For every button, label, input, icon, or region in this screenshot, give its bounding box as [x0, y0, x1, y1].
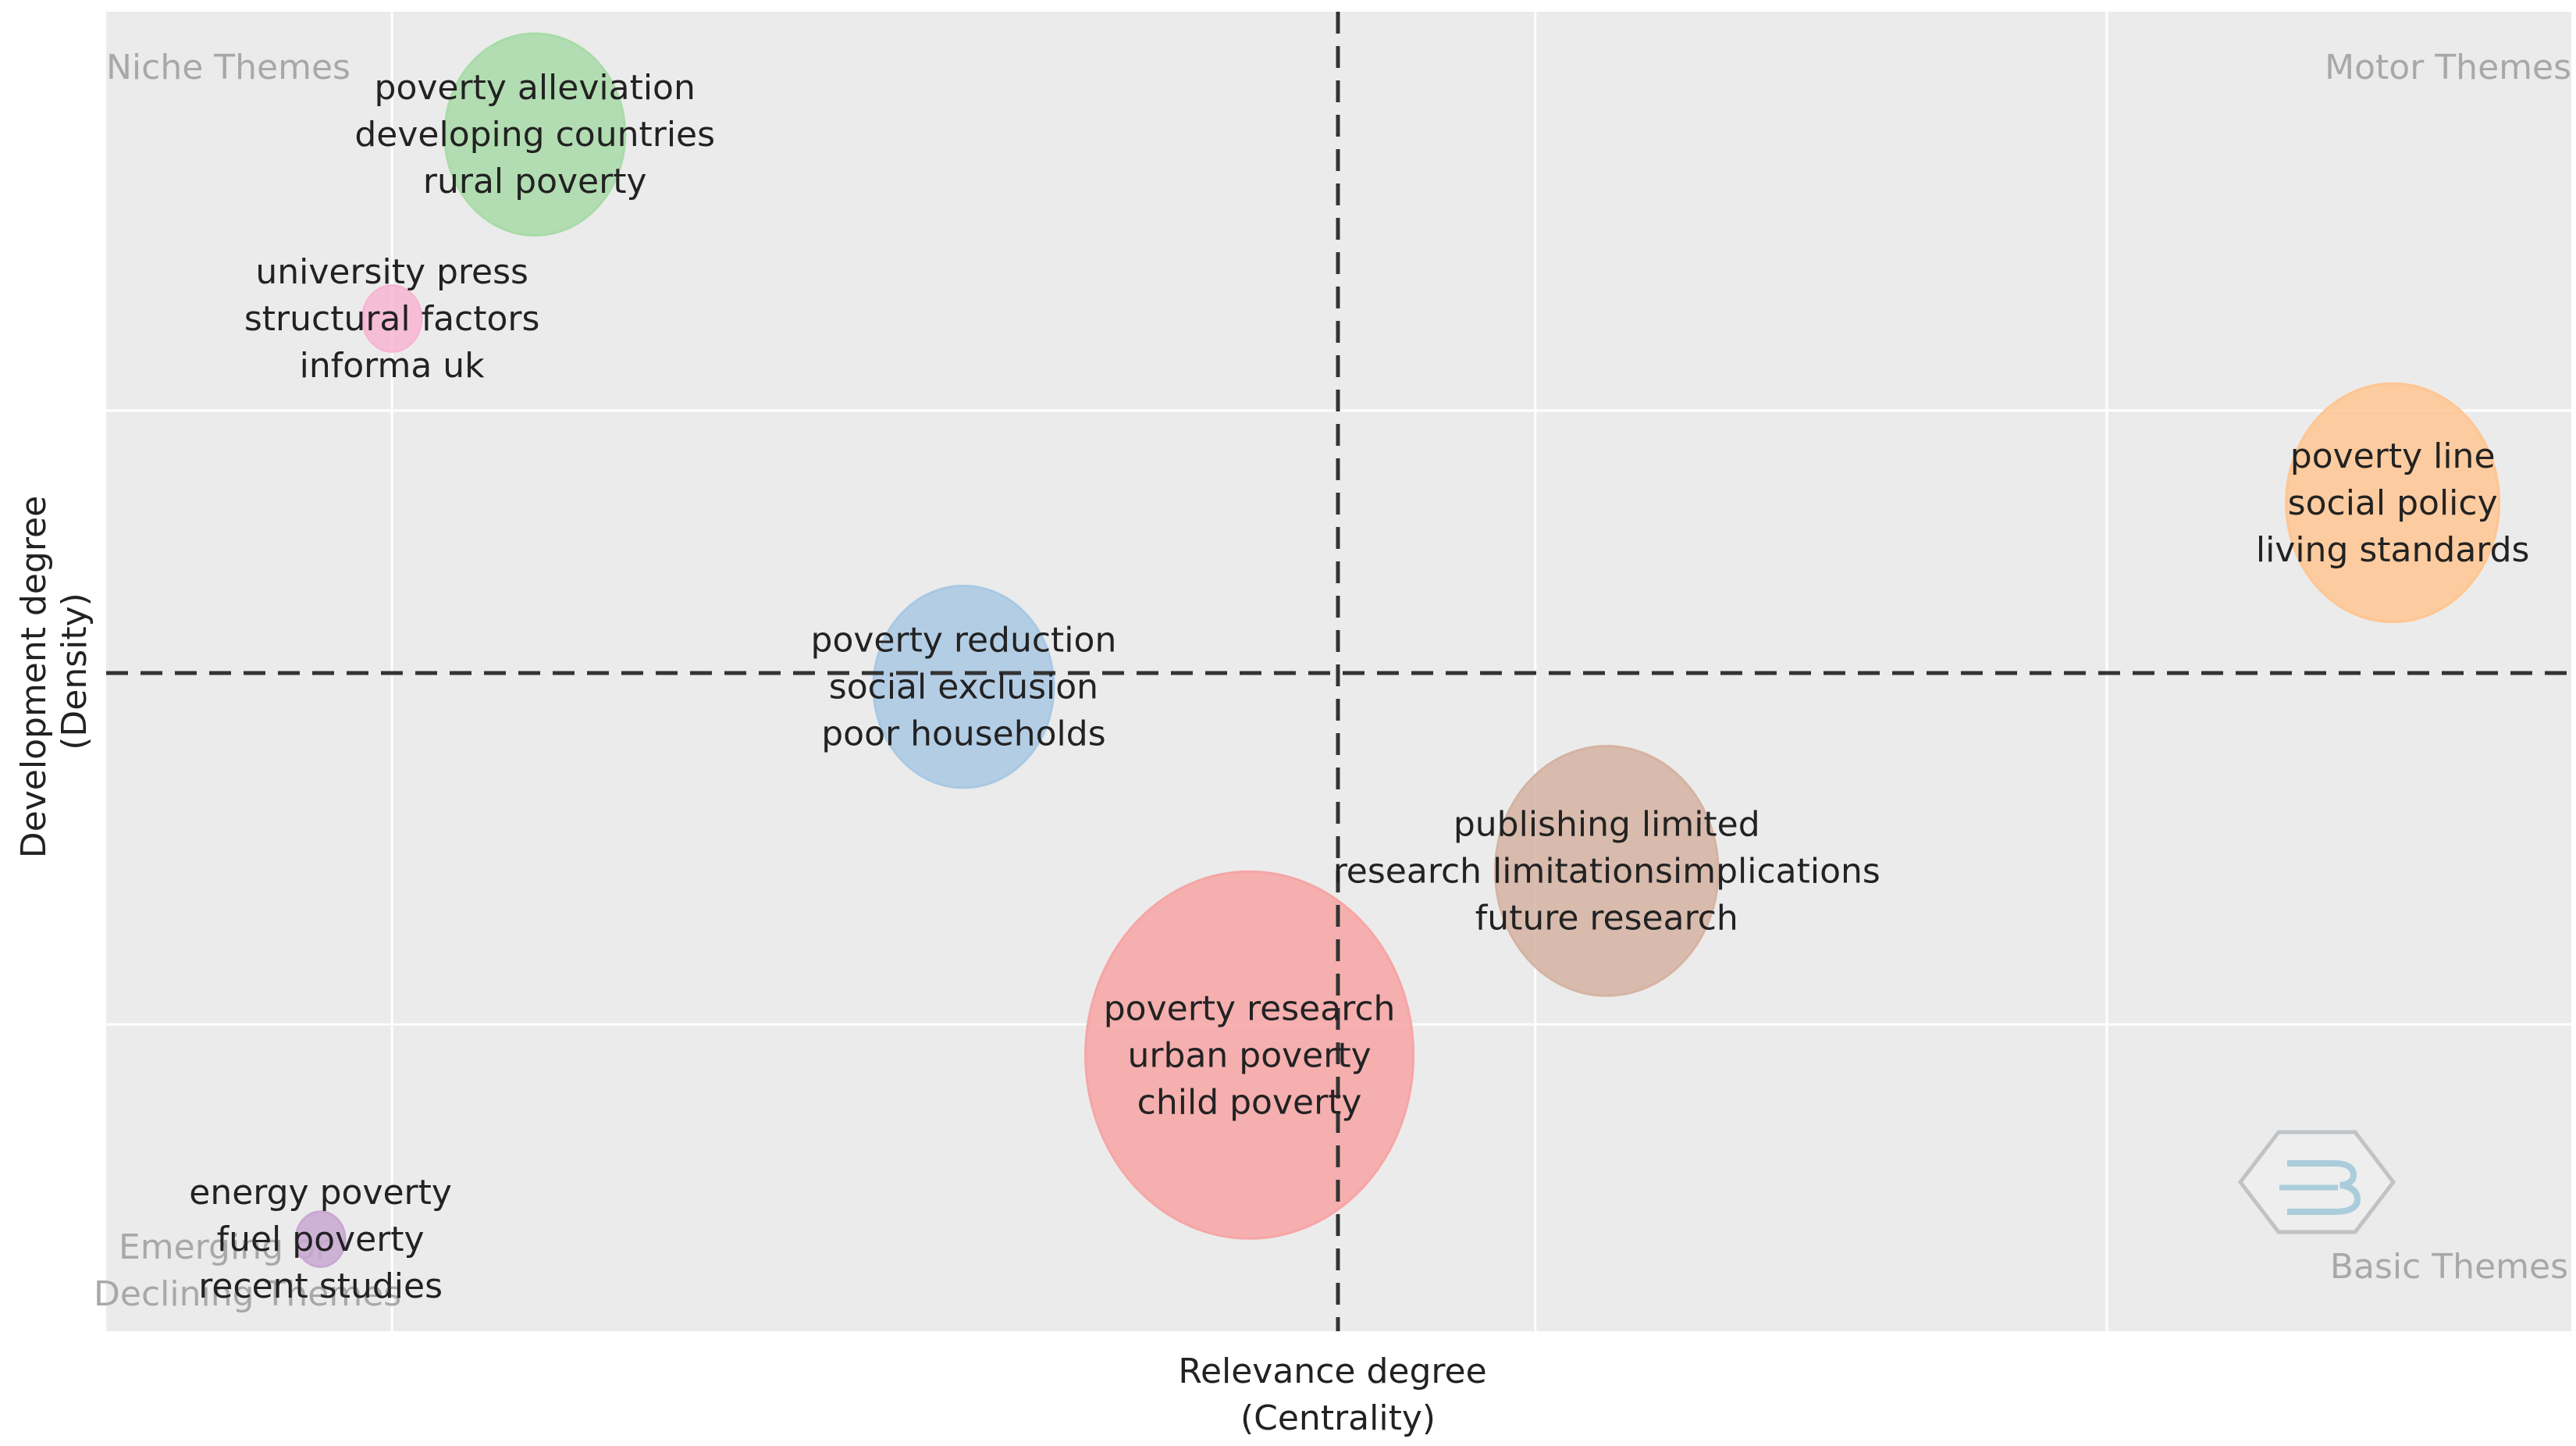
theme-label-line: social policy [2288, 483, 2498, 523]
theme-label-line: structural factors [244, 299, 540, 339]
theme-label-line: poor households [821, 714, 1105, 754]
theme-label-line: poverty research [1104, 988, 1396, 1028]
theme-label-line: energy poverty [189, 1173, 452, 1213]
theme-label-line: recent studies [198, 1266, 443, 1306]
quadrant-label-motor: Motor Themes [2325, 48, 2571, 87]
theme-label-5: poverty research urban poverty child pover… [1104, 988, 1396, 1122]
theme-label-line: rural poverty [423, 162, 647, 201]
quadrant-label-emerging-declining: Emerging or Declining Themes [94, 1227, 401, 1314]
theme-label-line: publishing limited [1453, 804, 1760, 844]
theme-label-0: poverty alleviation developing countries r… [354, 68, 715, 201]
theme-label-2: poverty line social policy living standard… [2256, 436, 2530, 570]
theme-label-line: child poverty [1137, 1082, 1362, 1122]
theme-label-line: poverty line [2290, 436, 2496, 476]
theme-label-line: fuel poverty [217, 1220, 425, 1259]
theme-label-1: university press structural factors inform… [244, 252, 540, 386]
theme-label-4: publishing limited research limitationsim… [1333, 804, 1880, 938]
theme-label-line: poverty alleviation [375, 68, 696, 108]
theme-bubble-0[interactable] [443, 32, 627, 237]
y-axis-title: Development degree (Density) [14, 485, 94, 858]
theme-bubble-2[interactable] [2285, 382, 2501, 624]
x-axis-title: Relevance degree (Centrality) [1178, 1352, 1497, 1438]
theme-bubble-5[interactable] [1084, 870, 1415, 1240]
theme-label-line: social exclusion [829, 668, 1098, 707]
theme-label-line: informa uk [300, 346, 486, 386]
bibliometrix-logo-icon [2237, 1130, 2396, 1234]
theme-label-line: research limitationsimplications [1333, 851, 1880, 891]
quadrant-label-niche: Niche Themes [106, 48, 350, 87]
theme-label-line: poverty reduction [811, 621, 1117, 661]
theme-label-3: poverty reduction social exclusion poor ho… [811, 621, 1117, 754]
theme-bubble-3[interactable] [872, 584, 1055, 789]
theme-bubble-4[interactable] [1493, 745, 1720, 997]
theme-label-line: developing countries [354, 115, 715, 155]
theme-bubble-1[interactable] [361, 284, 423, 353]
theme-labels: poverty alleviation developing countries r… [189, 68, 2529, 1306]
theme-label-6: energy poverty fuel poverty recent studies [189, 1173, 452, 1306]
theme-bubble-6[interactable] [294, 1210, 347, 1268]
quadrant-label-basic: Basic Themes [2330, 1247, 2568, 1287]
theme-bubbles [294, 32, 2501, 1268]
theme-label-line: future research [1475, 898, 1738, 938]
theme-label-line: urban poverty [1128, 1035, 1372, 1075]
theme-label-line: living standards [2256, 530, 2530, 570]
theme-label-line: university press [255, 252, 528, 292]
